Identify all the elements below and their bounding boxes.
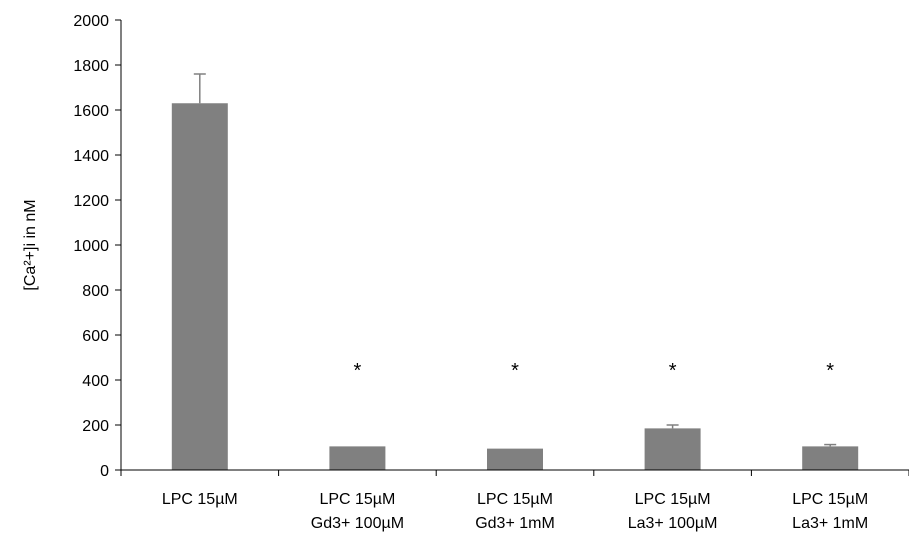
x-category-label: LPC 15µM <box>635 491 711 508</box>
x-axis-labels: LPC 15µM LPC 15µM Gd3+ 100µM LPC 15µM Gd3+ 1… <box>162 491 868 532</box>
x-category-label: LPC 15µM <box>792 491 868 508</box>
significance-star: * <box>354 360 362 382</box>
y-tick-label: 1400 <box>73 148 109 165</box>
bar <box>171 103 228 470</box>
significance-markers: * * * * <box>354 360 835 382</box>
x-category-label: LPC 15µM <box>477 491 553 508</box>
bar <box>487 448 543 470</box>
x-category-label: Gd3+ 100µM <box>311 515 404 532</box>
y-tick-label: 800 <box>82 283 109 300</box>
y-tick-label: 1200 <box>73 193 109 210</box>
x-category-label: LPC 15µM <box>162 491 238 508</box>
x-category-label: Gd3+ 1mM <box>475 515 555 532</box>
y-axis-title: [Ca²+]i in nM <box>22 199 39 290</box>
significance-star: * <box>511 360 519 382</box>
y-tick-label: 600 <box>82 328 109 345</box>
y-tick-label: 1800 <box>73 58 109 75</box>
x-category-label: La3+ 100µM <box>628 515 718 532</box>
error-bars <box>193 73 837 447</box>
bar <box>644 428 701 470</box>
significance-star: * <box>669 360 677 382</box>
bar <box>802 446 859 470</box>
x-category-label: La3+ 1mM <box>792 515 868 532</box>
y-tick-label: 1000 <box>73 238 109 255</box>
y-tick-label: 200 <box>82 418 109 435</box>
y-tick-label: 2000 <box>73 13 109 30</box>
bar <box>329 446 386 470</box>
y-tick-label: 400 <box>82 373 109 390</box>
y-tick-label: 1600 <box>73 103 109 120</box>
bars <box>171 103 859 470</box>
x-category-label: LPC 15µM <box>319 491 395 508</box>
y-tick-label: 0 <box>100 463 109 480</box>
significance-star: * <box>826 360 834 382</box>
y-axis-ticks: 0 200 400 600 800 1000 1200 1400 1600 1800 2000 <box>73 13 909 480</box>
